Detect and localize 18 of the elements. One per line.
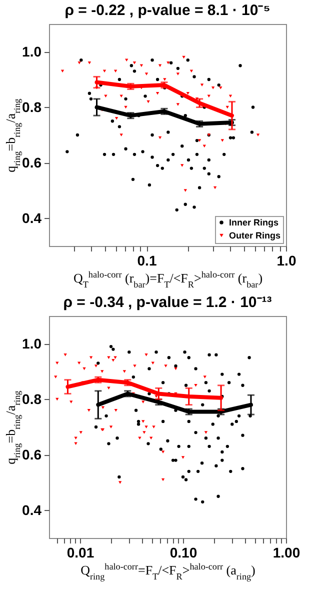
x-tick-label: 0.01 [66, 544, 94, 560]
x-tick-label: 0.10 [170, 544, 198, 560]
y-tick-label: 0.6 [22, 154, 42, 170]
chart-title: ρ = -0.22 , p-value = 8.1 · 10⁻⁵ [64, 2, 270, 19]
x-tick-label: 0.1 [137, 252, 157, 268]
legend-label: Inner Rings [229, 218, 279, 228]
y-tick-label: 1.0 [22, 43, 42, 60]
text: Q$_{ring}$$^{halo-corr}$=F$_{T}$/<F$_{R}$>$^{halo-corr}$ (a$_{ring}$) [80, 562, 256, 582]
y-tick-label: 0.6 [22, 446, 42, 462]
text: Q$_{T}$$^{halo-corr}$ (r$_{bar}$)=F$_{T}$/<F$_{R}$>$^{halo-corr}$ (r$_{bar}$) [73, 270, 263, 290]
x-tick-label: 1.00 [272, 544, 300, 560]
legend-label: Outer Rings [229, 230, 281, 240]
chart-title: ρ = -0.34 , p-value = 1.2 · 10⁻¹³ [63, 294, 272, 311]
y-tick-label: 0.4 [22, 210, 42, 226]
y-tick-label: 0.4 [22, 502, 42, 518]
y-tick-label: 0.8 [22, 390, 42, 407]
y-tick-label: 1.0 [22, 335, 42, 352]
y-tick-label: 0.8 [22, 98, 42, 115]
